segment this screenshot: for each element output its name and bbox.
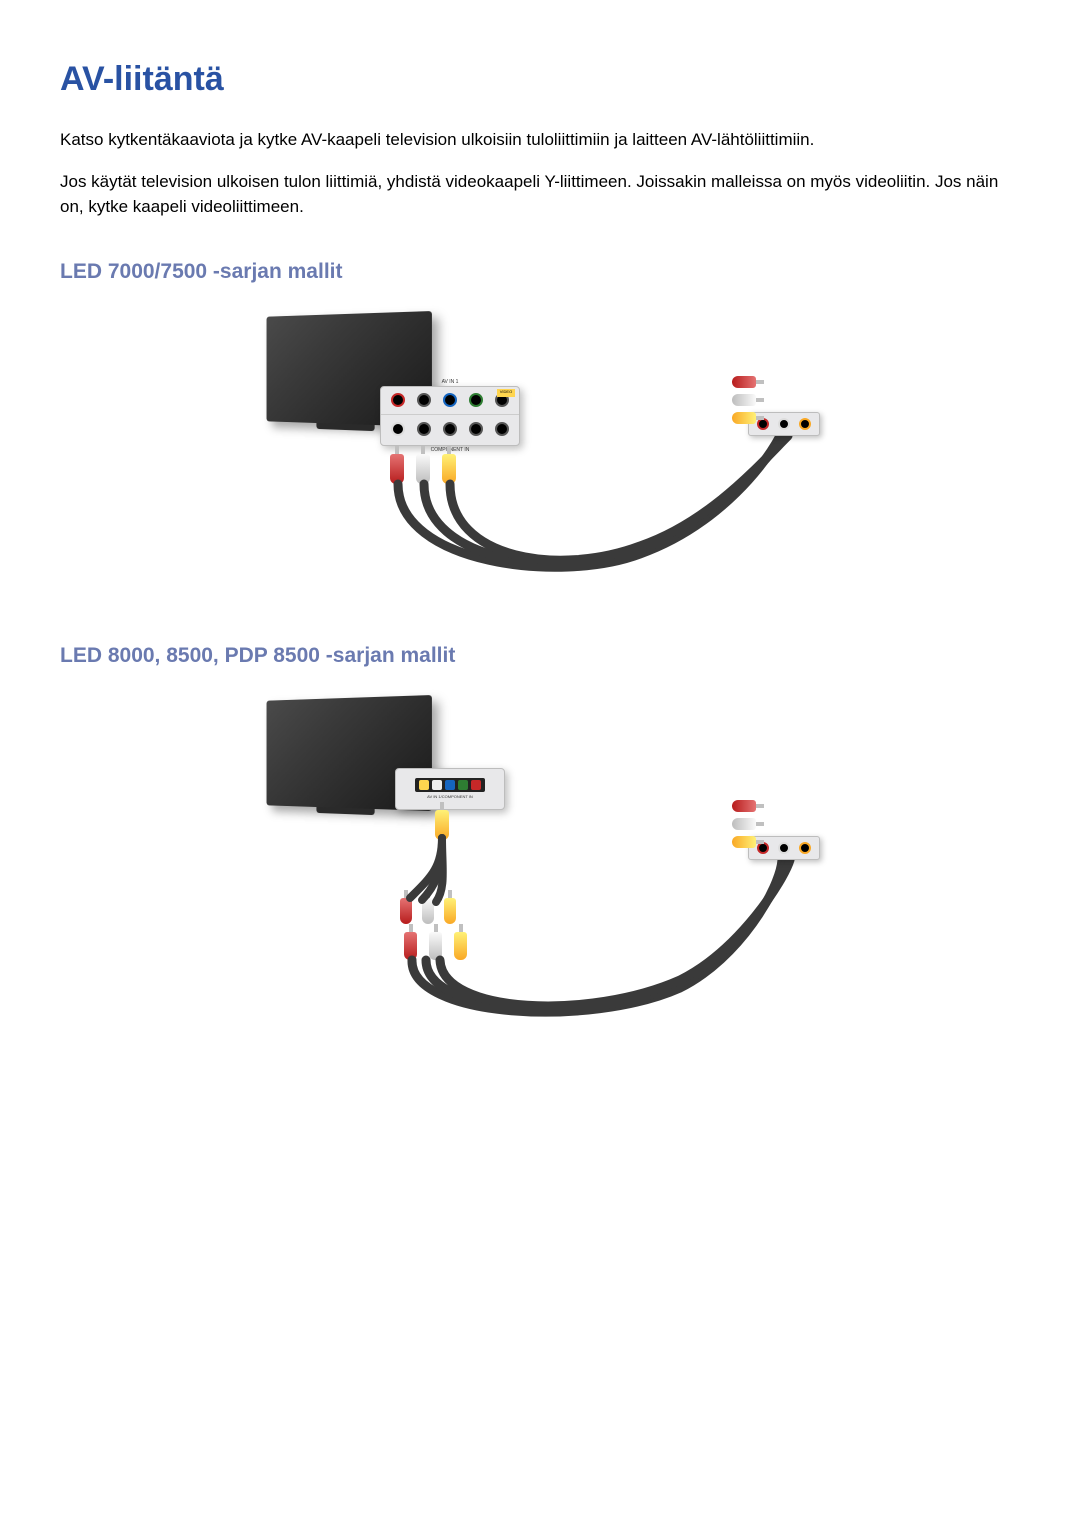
adapter-b-strip: [415, 778, 485, 792]
rca-plug-white-icon: [422, 898, 434, 924]
rca-plug-yellow-icon: [732, 836, 756, 848]
port-icon: [471, 780, 481, 790]
rca-plug-yellow-icon: [435, 810, 449, 840]
port-icon: [417, 422, 431, 436]
port-icon: [799, 418, 811, 430]
rca-plug-red-icon: [400, 898, 412, 924]
rca-plug-white-icon: [429, 932, 442, 960]
rca-plug-white-icon: [732, 818, 756, 830]
intro-paragraph-1: Katso kytkentäkaaviota ja kytke AV-kaape…: [60, 127, 1020, 153]
adapter-b-label: AV IN 1/COMPONENT IN: [427, 794, 473, 799]
port-icon: [443, 393, 457, 407]
left-plugs-a: [390, 454, 456, 484]
port-icon: [417, 393, 431, 407]
rca-plug-white-icon: [416, 454, 430, 484]
port-icon: [443, 422, 457, 436]
port-icon: [419, 780, 429, 790]
port-icon: [778, 418, 790, 430]
rca-plug-red-icon: [404, 932, 417, 960]
port-icon: [799, 842, 811, 854]
intro-paragraph-2: Jos käytät television ulkoisen tulon lii…: [60, 169, 1020, 220]
rca-plug-yellow-icon: [444, 898, 456, 924]
port-icon: [469, 393, 483, 407]
adapter-a-video-tag: VIDEO: [497, 389, 515, 397]
adapter-a-label-top: AV IN 1: [442, 379, 459, 385]
rca-plug-yellow-icon: [732, 412, 756, 424]
split-plugs-row1: [400, 898, 456, 924]
section-2-heading: LED 8000, 8500, PDP 8500 -sarjan mallit: [60, 644, 1020, 668]
port-icon: [778, 842, 790, 854]
rca-plug-white-icon: [732, 394, 756, 406]
diagram-2-container: AV IN 1/COMPONENT IN: [60, 688, 1020, 1048]
port-icon: [432, 780, 442, 790]
split-plugs-row2: [404, 932, 467, 960]
rca-plug-red-icon: [732, 800, 756, 812]
section-1-heading: LED 7000/7500 -sarjan mallit: [60, 260, 1020, 284]
rca-plug-yellow-icon: [454, 932, 467, 960]
rca-plug-red-icon: [390, 454, 404, 484]
diagram-2: AV IN 1/COMPONENT IN: [260, 688, 820, 1048]
adapter-box-a: AV IN 1 VIDEO COMPONENT IN: [380, 386, 520, 446]
adapter-box-b: AV IN 1/COMPONENT IN: [395, 768, 505, 810]
port-icon: [391, 393, 405, 407]
port-icon: [391, 422, 405, 436]
port-icon: [495, 422, 509, 436]
port-icon: [469, 422, 483, 436]
right-plugs-a: [732, 376, 756, 424]
rca-plug-red-icon: [732, 376, 756, 388]
port-icon: [458, 780, 468, 790]
page-title: AV-liitäntä: [60, 60, 1020, 99]
diagram-1: AV IN 1 VIDEO COMPONENT IN: [260, 304, 820, 604]
diagram-1-container: AV IN 1 VIDEO COMPONENT IN: [60, 304, 1020, 604]
rca-plug-yellow-icon: [442, 454, 456, 484]
right-plugs-b: [732, 800, 756, 848]
port-icon: [445, 780, 455, 790]
